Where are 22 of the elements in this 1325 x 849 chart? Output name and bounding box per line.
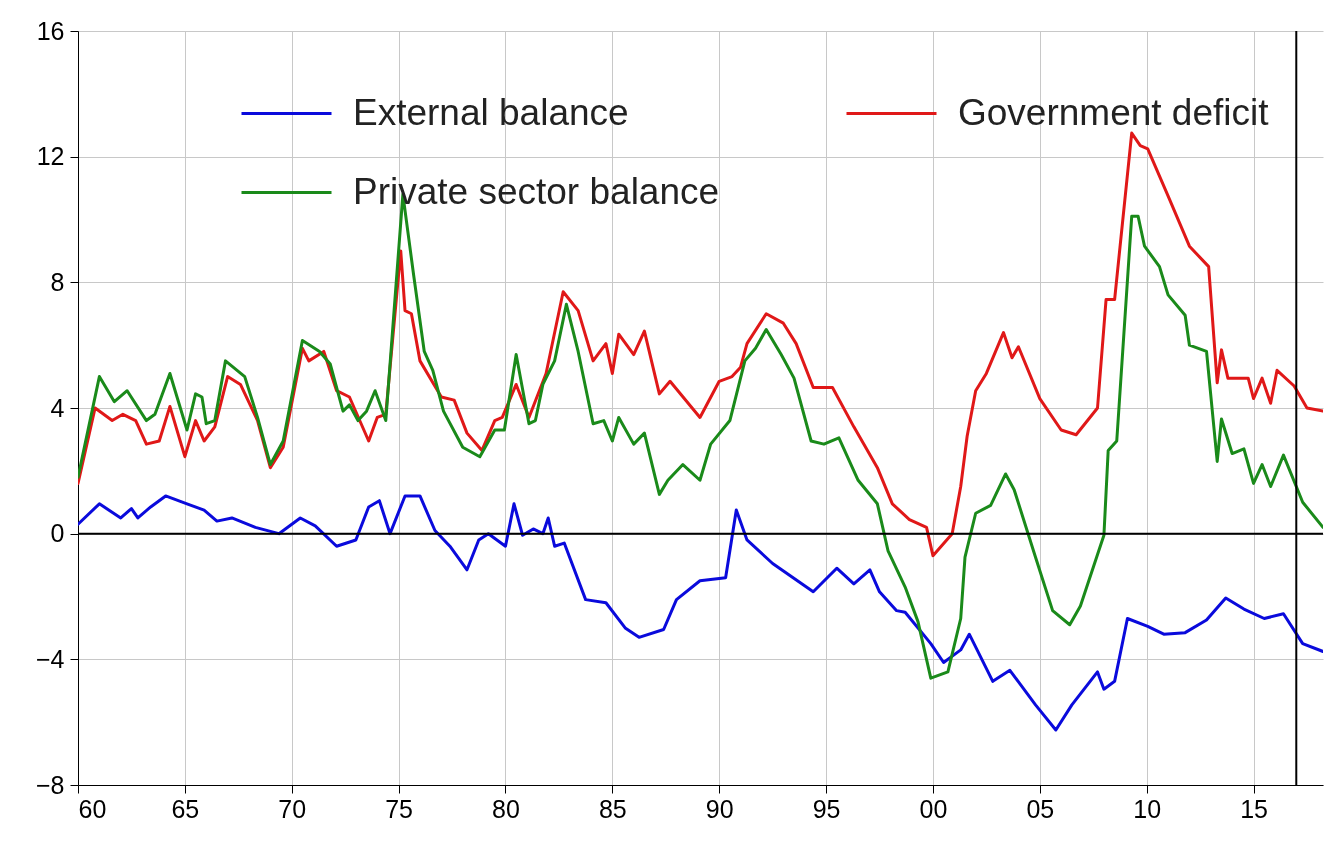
y-tick-label: 0 xyxy=(50,519,65,548)
y-tick-label: 4 xyxy=(50,393,65,422)
y-tick-label: 12 xyxy=(36,142,65,171)
x-tick-label: 15 xyxy=(1240,794,1268,823)
legend-label: Government deficit xyxy=(958,91,1270,133)
x-tick-label: 65 xyxy=(171,794,200,823)
x-tick-label: 05 xyxy=(1026,794,1055,823)
x-tick-label: 80 xyxy=(492,794,520,823)
x-tick-label: 95 xyxy=(812,794,841,823)
x-tick-label: 60 xyxy=(78,794,107,823)
x-tick-label: 85 xyxy=(598,794,627,823)
x-tick-label: 10 xyxy=(1133,794,1162,823)
x-tick-label: 90 xyxy=(705,794,734,823)
x-tick-label: 00 xyxy=(919,794,948,823)
legend-label: External balance xyxy=(353,91,629,133)
y-tick-label: −4 xyxy=(35,644,65,673)
x-tick-label: 70 xyxy=(278,794,307,823)
y-tick-label: −8 xyxy=(35,770,65,799)
x-tick-label: 75 xyxy=(385,794,414,823)
y-tick-label: 16 xyxy=(36,16,65,45)
legend-label: Private sector balance xyxy=(353,170,720,212)
y-tick-label: 8 xyxy=(50,267,65,296)
